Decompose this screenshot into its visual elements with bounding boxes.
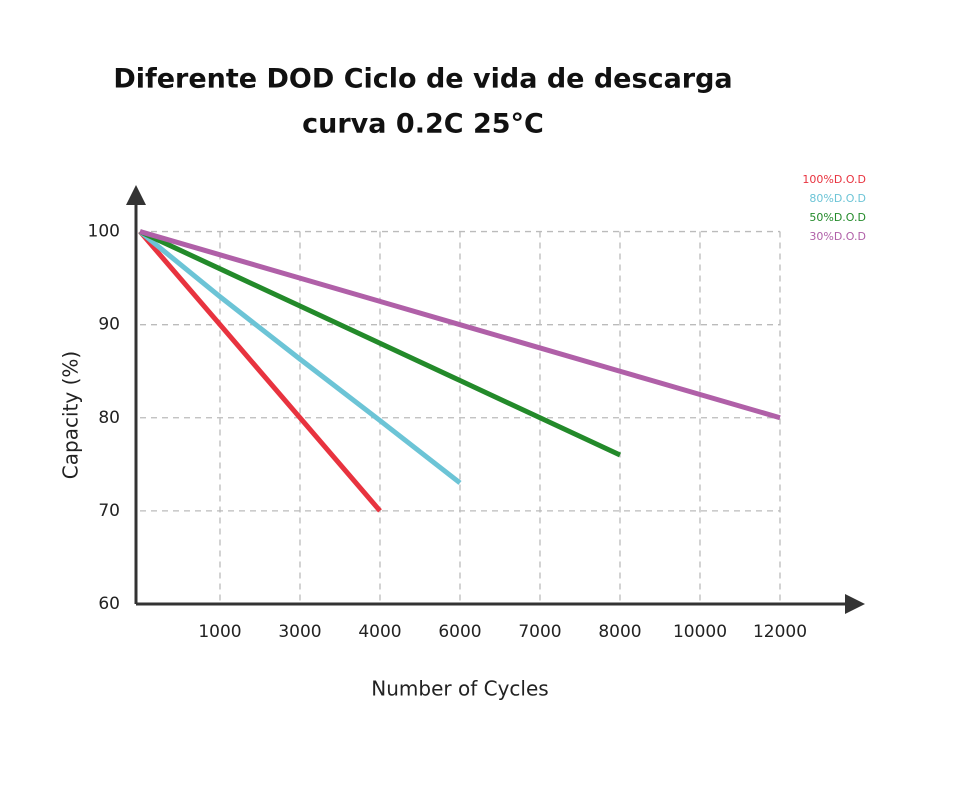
x-tick-label: 3000 [278,622,321,642]
x-tick-label: 7000 [518,622,561,642]
legend-entry: 100%D.O.D [802,173,866,186]
x-axis-arrow [845,594,865,614]
x-tick-label: 6000 [438,622,481,642]
legend-entry: 50%D.O.D [809,211,866,224]
series-line [138,229,382,513]
y-axis-arrow [126,185,146,205]
y-tick-label: 90 [98,315,120,335]
x-tick-label: 1000 [198,622,241,642]
y-tick-label: 60 [98,594,120,614]
x-tick-label: 12000 [753,622,807,642]
x-tick-label: 4000 [358,622,401,642]
series-line [139,229,781,421]
y-tick-label: 100 [88,222,120,242]
chart-title: Diferente DOD Ciclo de vida de descarga [113,64,732,95]
chart-title: curva 0.2C 25°C [302,109,544,140]
y-tick-label: 80 [98,408,120,428]
y-tick-label: 70 [98,501,120,521]
legend-entry: 80%D.O.D [809,192,866,205]
x-axis-label: Number of Cycles [371,677,548,701]
y-axis-label: Capacity (%) [59,351,83,479]
x-tick-label: 10000 [673,622,727,642]
legend-entry: 30%D.O.D [809,230,866,243]
series-line [138,229,462,485]
series-line [138,229,622,458]
x-tick-label: 8000 [598,622,641,642]
